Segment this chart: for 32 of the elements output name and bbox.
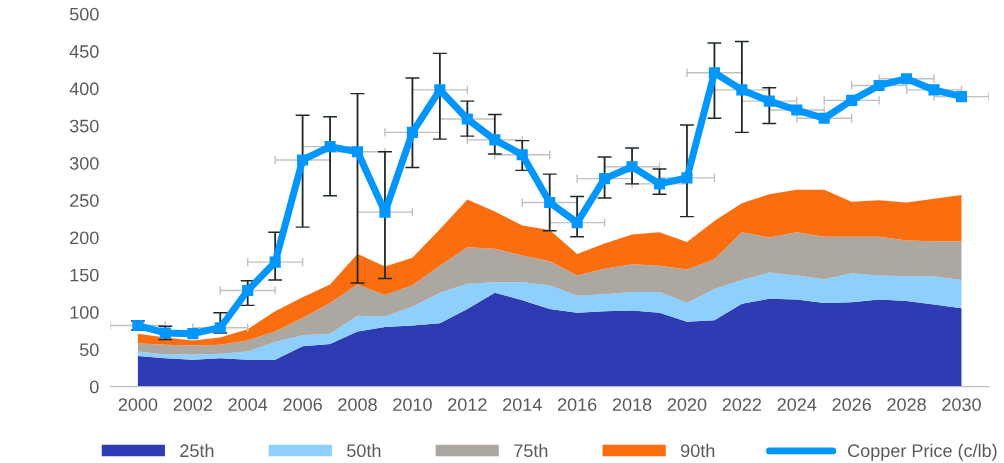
y-tick-label: 500: [69, 7, 99, 21]
x-tick-label: 2024: [777, 398, 817, 411]
x-tick-label: 2000: [118, 398, 158, 411]
y-tick-label: 350: [69, 119, 99, 133]
x-tick-label: 2016: [557, 398, 597, 411]
legend-label: 90th: [681, 443, 715, 458]
x-tick-label: 2028: [887, 398, 926, 411]
x-tick-label: 2010: [393, 398, 432, 411]
y-tick-label: 450: [69, 45, 99, 58]
y-tick-label: 250: [70, 194, 99, 207]
legend-label: 25th: [180, 443, 214, 458]
x-tick-label: 2020: [667, 398, 707, 411]
y-tick-label: 0: [89, 380, 99, 394]
y-tick-label: 50: [79, 343, 99, 357]
legend-label: 50th: [347, 443, 381, 458]
y-tick-label: 400: [69, 82, 99, 96]
x-tick-label: 2004: [228, 398, 268, 411]
y-tick-label: 300: [69, 156, 99, 170]
y-tick-label: 200: [70, 231, 99, 245]
x-tick-label: 2014: [503, 398, 542, 411]
x-tick-label: 2022: [722, 398, 762, 411]
legend-label: Copper Price (c/lb): [848, 443, 997, 461]
x-tick-label: 2008: [338, 398, 377, 411]
y-tick-label: 100: [70, 306, 99, 319]
y-tick-label: 150: [70, 268, 99, 282]
x-tick-label: 2026: [832, 398, 871, 411]
x-tick-label: 2018: [612, 398, 652, 411]
x-tick-label: 2006: [283, 398, 322, 411]
x-tick-label: 2002: [173, 398, 212, 411]
legend-label: 75th: [514, 443, 548, 458]
x-tick-label: 2030: [942, 398, 981, 411]
x-tick-label: 2012: [448, 398, 487, 411]
